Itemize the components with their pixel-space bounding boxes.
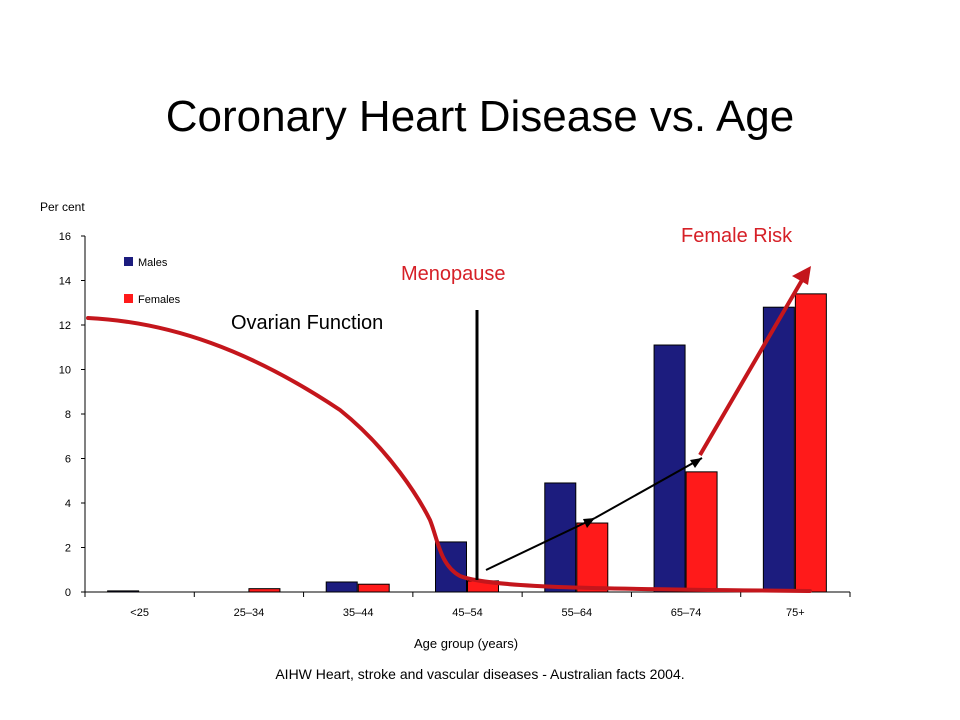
bar-females bbox=[576, 522, 609, 593]
legend-swatch-females bbox=[124, 294, 133, 303]
bar-males bbox=[107, 590, 140, 593]
y-tick-label: 12 bbox=[59, 320, 71, 332]
y-tick-label: 4 bbox=[65, 498, 71, 510]
source-citation: AIHW Heart, stroke and vascular diseases… bbox=[275, 666, 685, 682]
ovarian-function-label: Ovarian Function bbox=[231, 312, 383, 334]
legend: Males Females bbox=[124, 257, 181, 306]
x-tick-label: 55–64 bbox=[561, 607, 592, 619]
male-trend-arrow-1 bbox=[485, 517, 596, 571]
legend-label-males: Males bbox=[138, 257, 168, 269]
male-trend-arrowhead-1 bbox=[583, 518, 595, 528]
bar-females bbox=[357, 583, 390, 593]
y-tick-label: 0 bbox=[65, 587, 71, 599]
male-trend-arrow-2 bbox=[594, 457, 703, 519]
bar-females bbox=[794, 293, 827, 593]
y-axis-label: Per cent bbox=[40, 200, 85, 214]
menopause-label: Menopause bbox=[401, 263, 506, 285]
female-risk-arrowhead bbox=[792, 266, 811, 285]
bar-males bbox=[762, 306, 795, 593]
x-tick-label: 35–44 bbox=[343, 607, 374, 619]
ovarian-function-curve bbox=[86, 316, 812, 593]
bar-males bbox=[653, 344, 686, 593]
female-risk-arrow bbox=[698, 273, 807, 457]
female-risk-label: Female Risk bbox=[681, 225, 793, 247]
legend-swatch-males bbox=[124, 257, 133, 266]
y-tick-label: 2 bbox=[65, 543, 71, 555]
y-tick-label: 6 bbox=[65, 454, 71, 466]
bar-females bbox=[248, 588, 281, 593]
y-tick-label: 8 bbox=[65, 409, 71, 421]
y-tick-label: 10 bbox=[59, 365, 71, 377]
y-axis: 0 2 4 6 8 10 12 14 16 bbox=[59, 231, 86, 599]
slide-title: Coronary Heart Disease vs. Age bbox=[165, 92, 795, 141]
bar-males bbox=[325, 581, 358, 593]
x-tick-label: 45–54 bbox=[452, 607, 483, 619]
legend-label-females: Females bbox=[138, 294, 181, 306]
x-tick-label: <25 bbox=[130, 607, 149, 619]
y-tick-label: 14 bbox=[59, 276, 71, 288]
x-tick-label: 25–34 bbox=[234, 607, 265, 619]
x-tick-label: 75+ bbox=[786, 607, 805, 619]
male-trend-arrowhead-2 bbox=[690, 458, 702, 468]
bars bbox=[107, 293, 827, 593]
y-tick-label: 16 bbox=[59, 231, 71, 243]
x-tick-label: 65–74 bbox=[671, 607, 702, 619]
bar-females bbox=[685, 471, 718, 593]
x-axis-label: Age group (years) bbox=[414, 636, 518, 651]
x-axis: <25 25–34 35–44 45–54 55–64 65–74 75+ bbox=[84, 591, 851, 619]
bar-males bbox=[544, 482, 577, 593]
